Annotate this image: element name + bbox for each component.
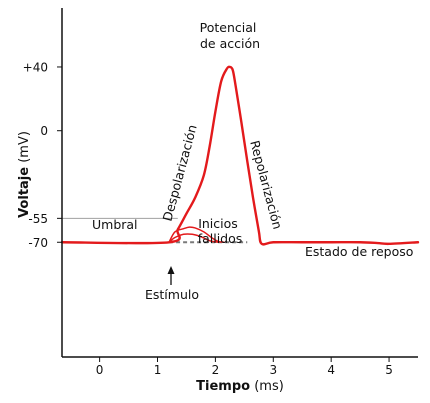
x-tick-label: 2 — [212, 363, 220, 377]
y-tick-label: +40 — [23, 60, 48, 74]
y-axis-title-main: Voltaje — [17, 167, 32, 218]
action-potential-label-line1: Potencial — [200, 20, 257, 35]
failed-initiation-1-line — [168, 226, 225, 244]
stimulus-arrow — [167, 266, 175, 285]
stimulus-label: Estímulo — [145, 287, 199, 302]
depolarization-label: Despolarización — [160, 123, 200, 223]
x-axis-title: Tiempo (ms) — [196, 379, 284, 394]
threshold-label: Umbral — [92, 217, 138, 232]
y-axis-title: Voltaje (mV) — [17, 131, 32, 218]
x-axis-title-unit: (ms) — [254, 379, 284, 394]
x-tick-label: 4 — [327, 363, 335, 377]
y-axis-title-unit: (mV) — [17, 131, 32, 163]
y-axis-ticks: +40 0 -55 -70 — [23, 60, 62, 250]
stimulus-arrow-head — [167, 266, 175, 274]
action-potential-label: Potencial de acción — [200, 20, 261, 51]
failed-initiation-2-line — [168, 233, 220, 244]
trace-group — [60, 65, 420, 246]
action-potential-label-line2: de acción — [200, 36, 260, 51]
y-tick-label: 0 — [40, 124, 48, 138]
failed-initiations-label-line1: Inicios — [198, 216, 238, 231]
x-tick-label: 5 — [385, 363, 393, 377]
y-tick-label: -55 — [28, 212, 48, 226]
repolarization-label: Repolarización — [247, 139, 285, 231]
x-tick-label: 3 — [269, 363, 277, 377]
x-tick-label: 0 — [96, 363, 104, 377]
action-potential-line — [60, 65, 420, 246]
x-tick-label: 1 — [154, 363, 162, 377]
y-tick-label: -70 — [28, 236, 48, 250]
x-axis-ticks: 0 1 2 3 4 5 — [96, 357, 393, 377]
x-axis-title-main: Tiempo — [196, 379, 250, 394]
failed-initiations-label-line2: fallidos — [198, 231, 243, 246]
failed-initiations-label: Inicios fallidos — [198, 216, 243, 246]
resting-state-label: Estado de reposo — [305, 244, 413, 259]
